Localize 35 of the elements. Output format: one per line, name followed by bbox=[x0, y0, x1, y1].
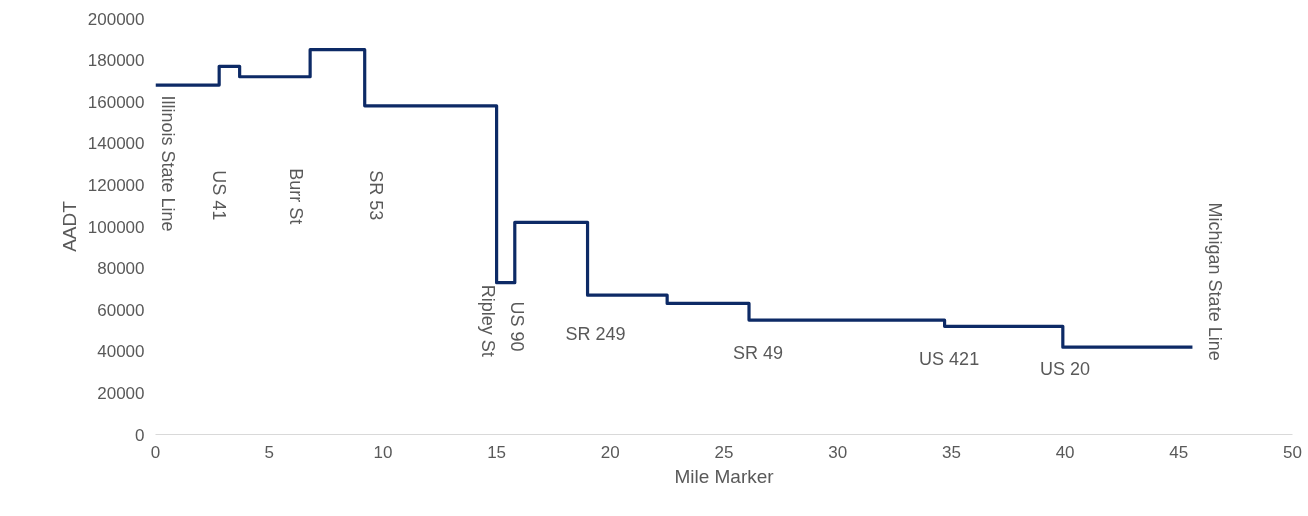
annotation: US 90 bbox=[507, 301, 528, 352]
annotation: US 421 bbox=[919, 348, 980, 369]
y-tick-label: 180000 bbox=[87, 51, 145, 71]
y-tick-label: 40000 bbox=[97, 342, 145, 362]
x-tick-label: 25 bbox=[714, 442, 734, 462]
x-tick-label: 15 bbox=[487, 442, 507, 462]
y-tick-label: 100000 bbox=[87, 217, 145, 237]
annotation: SR 53 bbox=[366, 170, 387, 221]
x-axis-title: Mile Marker bbox=[674, 465, 775, 487]
y-axis-title: AADT bbox=[58, 200, 80, 252]
x-tick-label: 10 bbox=[373, 442, 393, 462]
y-tick-label: 60000 bbox=[97, 300, 145, 320]
x-tick-label: 40 bbox=[1055, 442, 1075, 462]
y-tick-label: 120000 bbox=[87, 175, 145, 195]
x-tick-label: 50 bbox=[1283, 442, 1302, 462]
annotation: SR 249 bbox=[565, 323, 626, 344]
x-tick-label: 30 bbox=[828, 442, 848, 462]
annotation: US 41 bbox=[209, 170, 230, 221]
annotation: Michigan State Line bbox=[1205, 202, 1226, 361]
annotation: Burr St bbox=[286, 168, 307, 225]
x-tick-label: 0 bbox=[150, 442, 161, 462]
x-tick-label: 35 bbox=[941, 442, 961, 462]
y-tick-label: 20000 bbox=[97, 383, 145, 403]
annotation: Illinois State Line bbox=[158, 95, 179, 232]
y-tick-label: 160000 bbox=[87, 92, 145, 112]
y-tick-label: 0 bbox=[135, 425, 145, 445]
annotation: SR 49 bbox=[733, 342, 784, 363]
x-tick-label: 5 bbox=[264, 442, 274, 462]
y-tick-label: 200000 bbox=[87, 9, 145, 29]
annotation: Ripley St bbox=[477, 284, 498, 357]
annotation: US 20 bbox=[1040, 358, 1091, 379]
x-tick-label: 20 bbox=[600, 442, 620, 462]
y-tick-label: 80000 bbox=[97, 259, 145, 279]
y-tick-label: 140000 bbox=[87, 134, 145, 154]
x-tick-label: 45 bbox=[1169, 442, 1189, 462]
